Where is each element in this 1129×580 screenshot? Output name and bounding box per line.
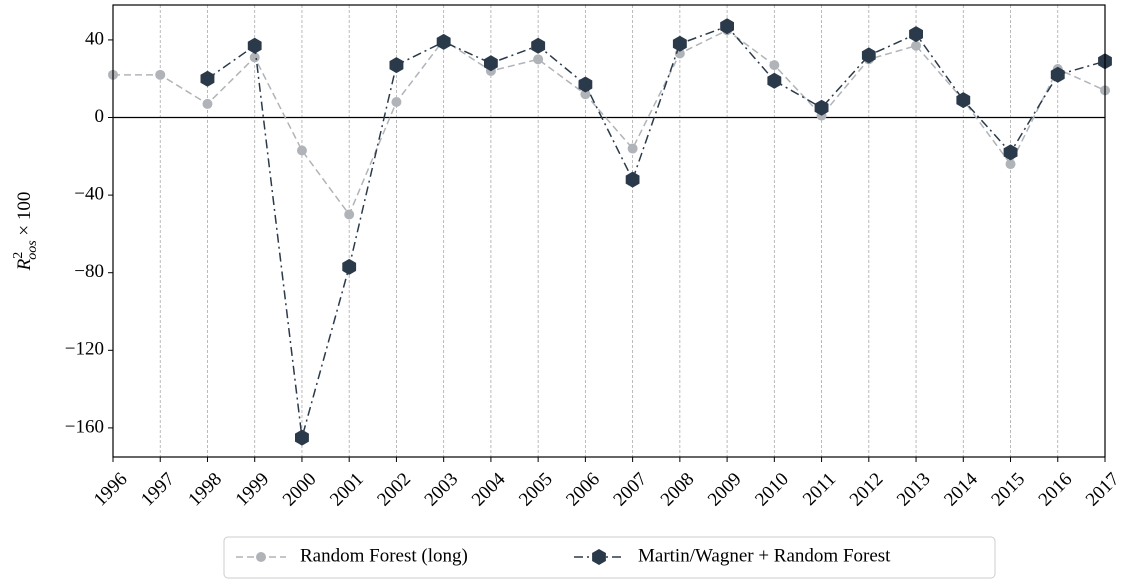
y-axis-label: R2oos × 100 [11,192,40,272]
y-tick-label: 40 [85,28,104,49]
legend: Random Forest (long) Martin/Wagner + Rand… [223,536,996,579]
marker [911,40,922,51]
marker [580,89,591,100]
x-tick-label: 1998 [184,469,226,511]
y-tick-label: −40 [74,183,104,204]
marker [391,96,402,107]
x-tick-label: 2005 [515,469,557,511]
marker [533,54,544,65]
x-tick-label: 2002 [373,469,415,511]
y-tick-label: −120 [65,339,104,360]
y-label-sub: oos [25,240,40,260]
legend-label: Random Forest (long) [300,545,468,566]
x-tick-label: 2016 [1035,469,1077,511]
series-line [113,29,1106,217]
x-tick-label: 2000 [279,469,321,511]
x-tick-label: 1999 [232,469,274,511]
x-tick-label: 2003 [421,469,463,511]
y-label-rest: × 100 [14,192,35,241]
plot-frame [112,4,1106,458]
x-tick-label: 2006 [562,469,604,511]
marker [436,33,451,50]
marker [247,37,262,54]
marker [484,55,498,72]
x-tick-label: 2009 [704,469,746,511]
marker [769,60,780,71]
series-line [207,25,1106,438]
marker [767,72,782,89]
x-tick-label: 2017 [1082,469,1124,511]
y-label-base: R [14,258,35,271]
marker [344,209,355,220]
marker [389,57,404,74]
marker [1050,66,1065,83]
x-tick-label: 1997 [137,469,179,511]
marker [578,76,593,93]
marker [592,549,606,565]
x-tick-label: 2001 [326,469,368,511]
marker [627,143,638,154]
x-tick-label: 2013 [893,469,935,511]
y-tick-label: −160 [65,416,104,437]
marker [531,37,546,54]
y-tick-label: 0 [95,106,105,127]
marker [256,552,266,562]
marker [625,171,640,188]
x-tick-label: 2015 [987,469,1029,511]
x-tick-label: 1996 [90,469,132,511]
marker [295,429,309,446]
marker [956,92,971,109]
marker [202,98,213,109]
marker [200,70,215,87]
x-tick-label: 2012 [846,469,888,511]
marker [720,18,734,35]
marker [814,99,829,116]
x-tick-label: 2008 [657,469,699,511]
marker [909,26,923,43]
marker [861,47,876,64]
legend-box [223,536,996,579]
marker [672,35,687,52]
marker [1003,144,1018,161]
x-tick-label: 2007 [609,469,651,511]
marker [296,145,307,156]
x-tick-label: 2014 [940,468,982,510]
y-label-sup: 2 [11,252,26,259]
legend-label: Martin/Wagner + Random Forest [638,545,891,566]
marker [249,52,260,63]
x-tick-label: 2010 [751,469,793,511]
marker [1005,159,1016,170]
marker [342,258,357,275]
y-tick-label: −80 [74,261,104,282]
marker [155,69,166,80]
x-tick-label: 2004 [468,468,510,510]
x-tick-label: 2011 [799,469,840,510]
